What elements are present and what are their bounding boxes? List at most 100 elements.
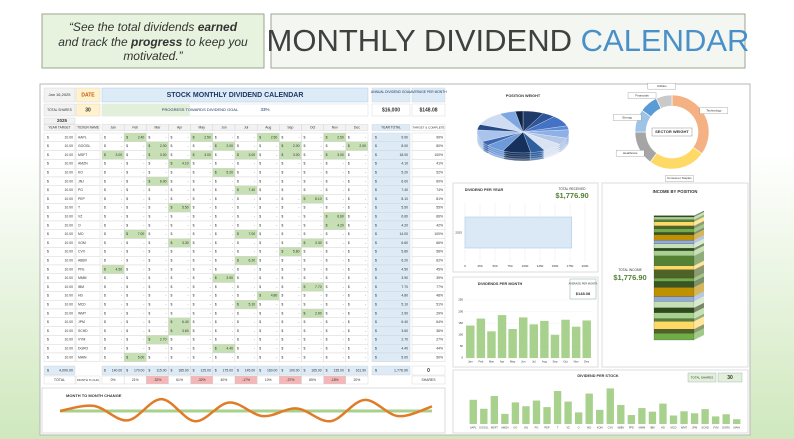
label: - bbox=[188, 214, 189, 218]
stack-side bbox=[694, 235, 704, 244]
label: - bbox=[143, 294, 144, 298]
label: $ bbox=[171, 294, 173, 298]
label: $ bbox=[193, 320, 195, 324]
label: 66% bbox=[436, 241, 443, 245]
label: $ bbox=[47, 329, 49, 333]
label: $ bbox=[348, 153, 350, 157]
label: $ bbox=[259, 311, 261, 315]
label: - bbox=[232, 355, 233, 359]
label: - bbox=[121, 338, 122, 342]
label: $ bbox=[281, 170, 283, 174]
bar bbox=[476, 318, 486, 358]
label: $ bbox=[304, 144, 306, 148]
label: CVX bbox=[78, 250, 86, 254]
label: $ bbox=[281, 346, 283, 350]
leader-box bbox=[615, 150, 645, 157]
stack-segment bbox=[653, 225, 695, 229]
cell bbox=[411, 365, 446, 376]
label: $ bbox=[281, 232, 283, 236]
label: TOTAL bbox=[54, 378, 65, 382]
label: $ bbox=[304, 162, 306, 166]
label: $ bbox=[171, 267, 173, 271]
label: - bbox=[298, 188, 299, 192]
label: 5.20 bbox=[401, 170, 408, 174]
label: $ bbox=[326, 179, 328, 183]
label: $ bbox=[193, 162, 195, 166]
chart-title: DIVIDEND PER YEAR bbox=[465, 188, 504, 192]
label: - bbox=[254, 267, 255, 271]
label: 4.40 bbox=[401, 346, 408, 350]
bar bbox=[585, 393, 593, 424]
bar bbox=[561, 319, 570, 358]
label: - bbox=[121, 206, 122, 210]
label: $ bbox=[281, 355, 283, 359]
label: -32% bbox=[153, 378, 161, 382]
label: 6.60 bbox=[401, 241, 408, 245]
label: $ bbox=[259, 250, 261, 254]
label: - bbox=[276, 258, 277, 262]
label: - bbox=[276, 346, 277, 350]
cell bbox=[345, 124, 369, 131]
label: - bbox=[188, 232, 189, 236]
label: $ bbox=[304, 179, 306, 183]
x-tick-label: Mar bbox=[489, 360, 494, 364]
label: YEAR TOTAL bbox=[381, 125, 401, 129]
label: - bbox=[254, 338, 255, 342]
x-tick-label: 250 bbox=[477, 264, 482, 268]
label: $ bbox=[104, 153, 106, 157]
label: $ bbox=[193, 241, 195, 245]
label: PROGRESS TOWARDS DIVIDEND GOAL bbox=[162, 107, 239, 112]
label: WMT bbox=[78, 311, 86, 315]
label: - bbox=[165, 250, 166, 254]
label: 10.00 bbox=[65, 320, 74, 324]
label: - bbox=[232, 320, 233, 324]
label: - bbox=[254, 223, 255, 227]
label: $ bbox=[326, 338, 328, 342]
label: AAPL bbox=[78, 135, 87, 139]
label: 10.00 bbox=[65, 294, 74, 298]
label: MCD bbox=[78, 302, 86, 306]
label: $ bbox=[304, 232, 306, 236]
label: 7.70 bbox=[315, 285, 322, 289]
label: $ bbox=[47, 302, 49, 306]
label: $ bbox=[215, 329, 217, 333]
bar bbox=[518, 317, 528, 358]
label: $ bbox=[348, 162, 350, 166]
label: $ bbox=[215, 302, 217, 306]
x-tick-label: XOM bbox=[597, 426, 603, 430]
label: 99% bbox=[436, 135, 443, 139]
label: 77% bbox=[436, 285, 443, 289]
label: $ bbox=[237, 241, 239, 245]
label: $ bbox=[259, 162, 261, 166]
bar bbox=[638, 408, 646, 424]
label: $ bbox=[259, 285, 261, 289]
label: $ bbox=[104, 346, 106, 350]
label: - bbox=[276, 170, 277, 174]
label: - bbox=[254, 329, 255, 333]
label: $ bbox=[259, 338, 261, 342]
label: $ bbox=[237, 368, 239, 372]
label: $ bbox=[304, 320, 306, 324]
label: $ bbox=[237, 311, 239, 315]
x-tick-label: 500 bbox=[492, 264, 497, 268]
x-tick-label: GOOGL bbox=[479, 426, 489, 430]
label: $ bbox=[281, 135, 283, 139]
label: - bbox=[143, 188, 144, 192]
stack-segment bbox=[653, 333, 695, 341]
label: $ bbox=[104, 179, 106, 183]
label: $ bbox=[148, 368, 150, 372]
label: 55% bbox=[436, 206, 443, 210]
label: $ bbox=[237, 188, 239, 192]
shares-box bbox=[717, 372, 743, 383]
label: 10.00 bbox=[65, 170, 74, 174]
label: $ bbox=[148, 170, 150, 174]
label: 45% bbox=[436, 267, 443, 271]
label: $ bbox=[215, 188, 217, 192]
label: $ bbox=[304, 188, 306, 192]
label: - bbox=[165, 285, 166, 289]
stack-segment bbox=[653, 228, 695, 233]
label: $ bbox=[375, 311, 377, 315]
shares-box bbox=[687, 372, 717, 383]
stack-side bbox=[694, 243, 704, 251]
label: $ bbox=[375, 223, 377, 227]
